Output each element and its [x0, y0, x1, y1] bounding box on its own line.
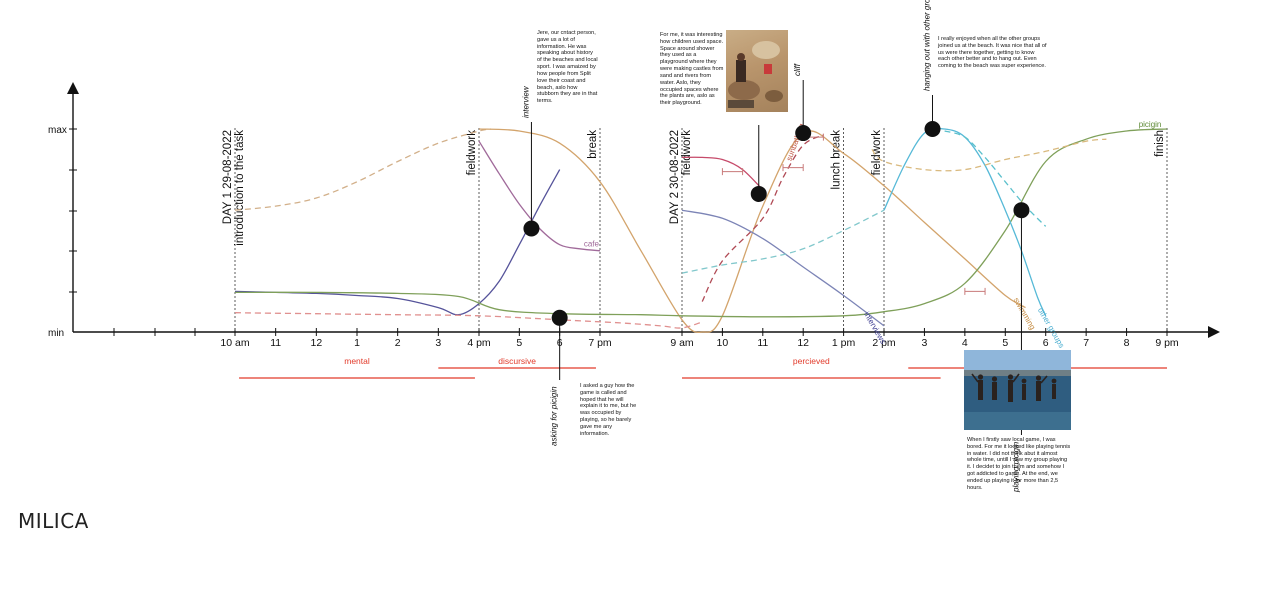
- note-picigin: When I firstly saw local game, I was bor…: [967, 437, 1071, 491]
- series-line: [478, 128, 1026, 333]
- x-tick-label: 9 pm: [1155, 337, 1179, 349]
- note-asking: I asked a guy how the game is called and…: [580, 383, 637, 437]
- children-photo-image: [728, 41, 783, 108]
- milestone-label: DAY 2 30-08-2022: [669, 130, 681, 224]
- note-groups: I really enjoyed when all the other grou…: [938, 36, 1047, 70]
- event-dot: [795, 125, 812, 142]
- series-label: other groups: [1036, 306, 1066, 349]
- x-tick-label: 11: [270, 337, 281, 349]
- x-tick-label: 9 am: [670, 337, 694, 349]
- x-tick-label: 3: [435, 337, 441, 349]
- milestone-label: introduction to the task: [234, 130, 246, 246]
- x-tick-label: 12: [797, 337, 809, 349]
- x-tick-label: 2: [395, 337, 401, 349]
- x-tick-label: 4 pm: [467, 337, 491, 349]
- series-line: [701, 134, 824, 302]
- milestone-label: break: [587, 130, 599, 159]
- series-label: swimming: [1012, 296, 1038, 331]
- event-dot: [750, 185, 767, 202]
- x-axis-arrow-icon: [1208, 326, 1220, 338]
- x-tick-label: 4: [962, 337, 968, 349]
- picigin-photo: [964, 350, 1071, 430]
- event-label: cliff: [793, 63, 802, 76]
- y-max-label: max: [48, 125, 67, 136]
- milestone-label: fieldwork: [681, 130, 693, 176]
- x-tick-label: 5: [516, 337, 522, 349]
- phase-label: percieved: [793, 356, 830, 366]
- series-line: [478, 140, 601, 252]
- author-name: MILICA: [18, 509, 89, 533]
- series-label: picigin: [1139, 120, 1162, 129]
- y-min-label: min: [48, 328, 64, 339]
- series-line: [681, 209, 885, 274]
- x-tick-label: 8: [1124, 337, 1130, 349]
- milestone-label: lunch break: [831, 130, 843, 190]
- picigin-photo-image: [964, 350, 1071, 430]
- series-line: [234, 128, 492, 211]
- children-photo: [726, 30, 788, 112]
- event-label: interview: [521, 85, 530, 118]
- x-tick-label: 11: [757, 337, 768, 349]
- series-line: [234, 312, 703, 329]
- phase-label: mental: [344, 356, 370, 366]
- series-line: [234, 128, 1168, 318]
- series-label: cafe: [584, 240, 600, 249]
- x-tick-label: 2 pm: [872, 337, 896, 349]
- x-tick-label: 1 pm: [832, 337, 856, 349]
- series-line: [883, 127, 1047, 317]
- event-dot: [924, 121, 941, 137]
- milestone-label: DAY 1 29-08-2022: [222, 130, 234, 224]
- note-interview: Jere, our cntact person, gave us a lot o…: [537, 30, 598, 105]
- x-tick-label: 7: [1083, 337, 1089, 349]
- series-line: [944, 130, 1047, 227]
- x-tick-label: 6: [1043, 337, 1049, 349]
- series-line: [681, 209, 885, 327]
- event-label: playing picigin: [1011, 441, 1020, 493]
- series-line: [681, 156, 764, 191]
- x-tick-label: 3: [922, 337, 928, 349]
- event-label: asking for picigin: [550, 386, 559, 446]
- y-axis-arrow-icon: [67, 82, 79, 94]
- series-line: [871, 138, 1107, 172]
- event-dot: [551, 309, 568, 326]
- series-line: [234, 169, 561, 316]
- x-tick-label: 12: [310, 337, 322, 349]
- note-children: For me, it was interesting how children …: [660, 32, 724, 107]
- milestone-label: fieldwork: [466, 130, 478, 176]
- x-tick-label: 5: [1002, 337, 1008, 349]
- x-tick-label: 1: [354, 337, 360, 349]
- milestone-label: fieldwork: [871, 130, 883, 176]
- event-label: hanging out with other groups: [923, 0, 932, 91]
- phase-label: discursive: [498, 356, 536, 366]
- event-dot: [1013, 202, 1030, 219]
- event-dot: [523, 220, 540, 237]
- milestone-label: finish: [1154, 130, 1166, 157]
- x-tick-label: 10: [717, 337, 729, 349]
- x-tick-label: 10 am: [220, 337, 249, 349]
- x-tick-label: 7 pm: [588, 337, 612, 349]
